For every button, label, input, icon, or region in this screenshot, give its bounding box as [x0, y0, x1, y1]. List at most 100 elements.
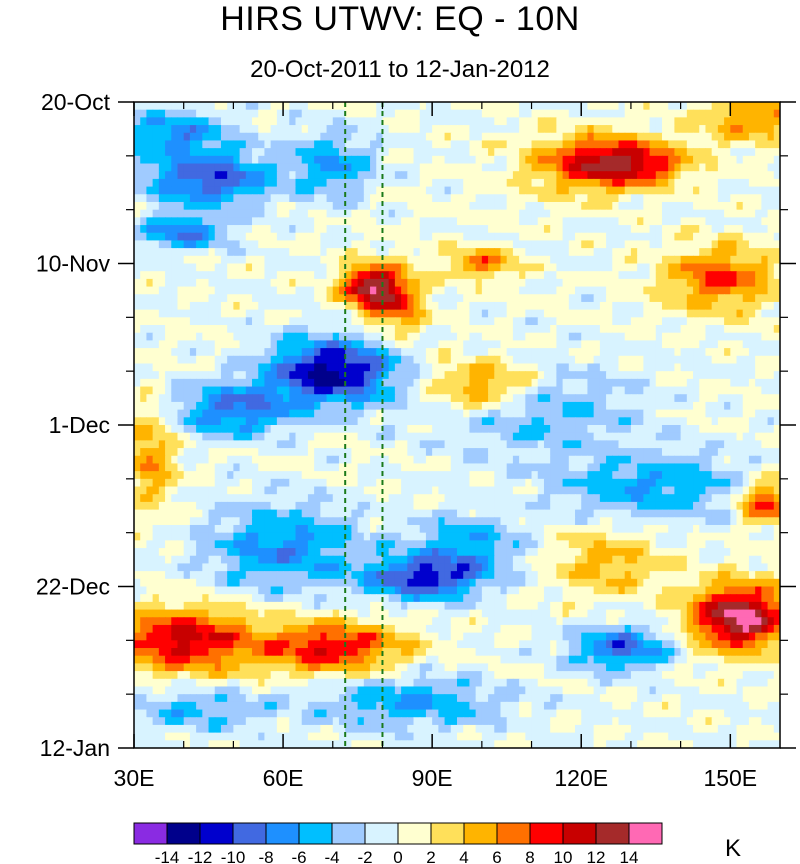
- heatmap-cell: [140, 286, 148, 295]
- heatmap-cell: [606, 309, 613, 318]
- heatmap-cell: [748, 286, 756, 295]
- heatmap-cell: [314, 148, 321, 157]
- heatmap-cell: [338, 386, 346, 395]
- heatmap-cell: [351, 117, 359, 126]
- heatmap-cell: [158, 201, 166, 211]
- heatmap-cell: [761, 317, 769, 326]
- heatmap-cell: [307, 155, 315, 165]
- heatmap-cell: [469, 132, 477, 142]
- heatmap-cell: [624, 317, 632, 326]
- heatmap-cell: [500, 401, 508, 411]
- heatmap-cell: [320, 448, 328, 457]
- heatmap-cell: [488, 171, 495, 180]
- heatmap-cell: [556, 317, 564, 326]
- heatmap-cell: [543, 463, 551, 472]
- heatmap-cell: [630, 378, 638, 388]
- heatmap-cell: [438, 340, 446, 349]
- heatmap-cell: [525, 332, 533, 341]
- heatmap-cell: [140, 371, 148, 380]
- heatmap-cell: [189, 286, 197, 295]
- heatmap-cell: [587, 448, 595, 457]
- heatmap-cell: [239, 148, 247, 157]
- heatmap-cell: [717, 294, 725, 303]
- heatmap-cell: [326, 271, 334, 280]
- heatmap-cell: [252, 155, 259, 165]
- heatmap-cell: [413, 217, 421, 226]
- heatmap-cell: [220, 278, 228, 288]
- heatmap-cell: [332, 102, 340, 111]
- heatmap-cell: [363, 278, 371, 288]
- heatmap-cell: [512, 278, 520, 288]
- heatmap-cell: [227, 455, 234, 465]
- heatmap-cell: [289, 340, 297, 349]
- heatmap-cell: [699, 417, 707, 426]
- heatmap-cell: [556, 378, 564, 388]
- heatmap-cell: [208, 332, 216, 341]
- heatmap-cell: [258, 117, 266, 126]
- heatmap-cell: [562, 394, 570, 403]
- heatmap-cell: [593, 125, 601, 134]
- heatmap-cell: [146, 463, 154, 472]
- heatmap-cell: [407, 348, 415, 357]
- heatmap-cell: [258, 294, 266, 303]
- heatmap-cell: [165, 271, 172, 280]
- heatmap-cell: [239, 286, 247, 295]
- heatmap-cell: [239, 163, 247, 172]
- heatmap-cell: [581, 294, 589, 303]
- heatmap-cell: [587, 140, 595, 149]
- heatmap-cell: [338, 417, 346, 426]
- heatmap-cell: [680, 463, 688, 472]
- heatmap-cell: [146, 140, 154, 149]
- heatmap-cell: [494, 240, 502, 249]
- heatmap-cell: [457, 217, 464, 226]
- heatmap-cell: [761, 301, 769, 311]
- heatmap-cell: [146, 240, 154, 249]
- heatmap-cell: [556, 286, 564, 295]
- heatmap-cell: [593, 301, 601, 311]
- heatmap-cell: [239, 386, 247, 395]
- heatmap-cell: [680, 309, 688, 318]
- heatmap-cell: [568, 432, 576, 441]
- heatmap-cell: [724, 455, 731, 465]
- heatmap-cell: [382, 378, 390, 388]
- heatmap-cell: [773, 386, 780, 395]
- heatmap-cell: [338, 301, 346, 311]
- heatmap-cell: [568, 463, 576, 472]
- heatmap-cell: [724, 217, 731, 226]
- heatmap-cell: [140, 240, 148, 249]
- heatmap-cell: [320, 425, 328, 434]
- heatmap-cell: [252, 340, 259, 349]
- heatmap-cell: [177, 448, 185, 457]
- heatmap-cell: [432, 232, 439, 242]
- heatmap-cell: [612, 340, 620, 349]
- heatmap-cell: [562, 378, 570, 388]
- heatmap-cell: [338, 440, 346, 449]
- heatmap-cell: [612, 455, 620, 465]
- heatmap-cell: [202, 186, 210, 195]
- heatmap-cell: [457, 378, 464, 388]
- heatmap-cell: [531, 225, 539, 234]
- heatmap-cell: [165, 278, 172, 288]
- heatmap-cell: [233, 294, 241, 303]
- heatmap-cell: [413, 386, 421, 395]
- heatmap-cell: [500, 463, 508, 472]
- heatmap-cell: [637, 325, 644, 334]
- heatmap-cell: [711, 448, 719, 457]
- heatmap-cell: [438, 263, 446, 272]
- heatmap-cell: [668, 102, 675, 111]
- heatmap-cell: [165, 294, 172, 303]
- heatmap-cell: [326, 425, 334, 434]
- heatmap-cell: [519, 340, 526, 349]
- heatmap-cell: [382, 440, 390, 449]
- heatmap-cell: [264, 455, 272, 465]
- heatmap-cell: [494, 417, 502, 426]
- heatmap-cell: [320, 263, 328, 272]
- heatmap-cell: [457, 348, 464, 357]
- heatmap-cell: [227, 378, 234, 388]
- heatmap-cell: [711, 294, 719, 303]
- heatmap-cell: [450, 417, 458, 426]
- heatmap-cell: [736, 425, 744, 434]
- heatmap-cell: [693, 355, 700, 365]
- heatmap-cell: [767, 386, 775, 395]
- heatmap-cell: [326, 117, 334, 126]
